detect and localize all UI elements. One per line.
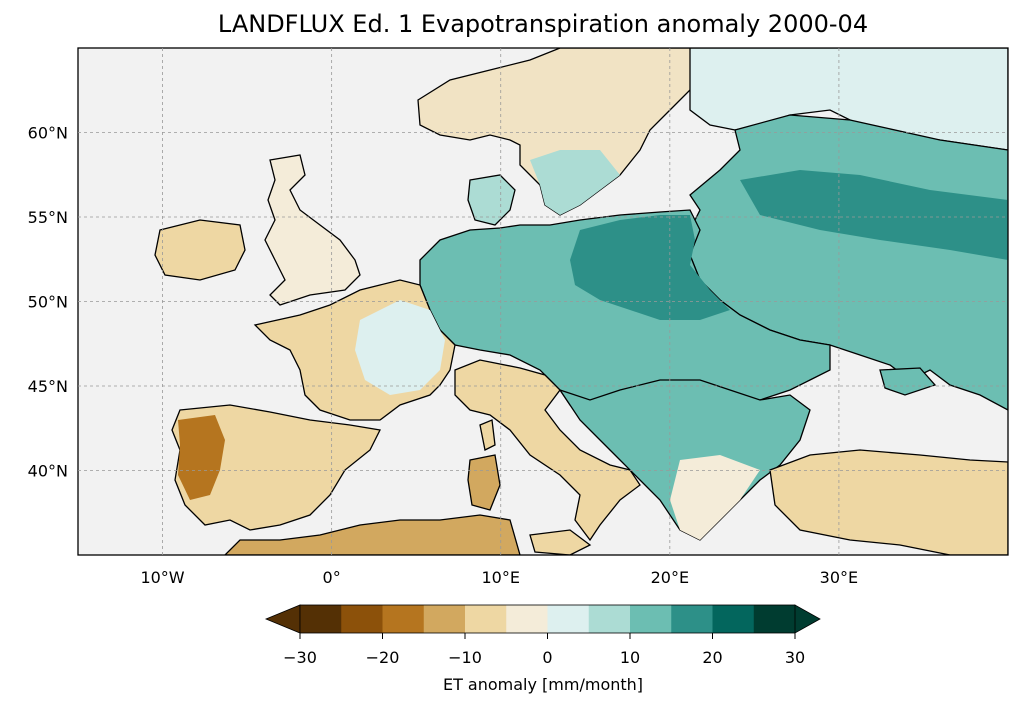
colorbar-tick-label: 10 bbox=[620, 648, 640, 667]
colorbar: −30 −20 −10 0 10 20 30 bbox=[264, 604, 821, 667]
lon-tick-label: 10°E bbox=[481, 568, 519, 587]
colorbar-tick-label: −20 bbox=[366, 648, 400, 667]
colorbar-segment bbox=[753, 605, 796, 633]
land-sweden-wet bbox=[530, 150, 620, 215]
colorbar-tick-label: 0 bbox=[542, 648, 552, 667]
map-title: LANDFLUX Ed. 1 Evapotranspiration anomal… bbox=[217, 10, 869, 38]
colorbar-tick-label: −10 bbox=[448, 648, 482, 667]
colorbar-under-triangle bbox=[264, 604, 301, 634]
lon-tick-label: 30°E bbox=[820, 568, 858, 587]
land-layer bbox=[154, 48, 1008, 555]
colorbar-segment bbox=[341, 605, 383, 633]
axis-ticks: 10°W 0° 10°E 20°E 30°E 40°N 45°N 50°N 55°N 60°N bbox=[28, 124, 858, 588]
lat-tick-label: 45°N bbox=[28, 377, 68, 396]
land-sicily bbox=[529, 529, 592, 555]
colorbar-segment bbox=[300, 605, 342, 633]
lat-tick-label: 60°N bbox=[28, 124, 68, 143]
lat-tick-label: 55°N bbox=[28, 208, 68, 227]
land-great-britain bbox=[264, 154, 361, 306]
land-north-africa bbox=[224, 514, 521, 555]
colorbar-segment bbox=[423, 605, 466, 633]
land-greece bbox=[670, 455, 760, 540]
colorbar-tick-label: 20 bbox=[702, 648, 722, 667]
colorbar-segment bbox=[588, 605, 631, 633]
colorbar-segment bbox=[547, 605, 590, 633]
colorbar-segment bbox=[671, 605, 713, 633]
colorbar-segment bbox=[506, 605, 548, 633]
land-iberia-dry bbox=[178, 415, 225, 500]
land-corsica bbox=[479, 419, 496, 451]
lon-tick-label: 20°E bbox=[651, 568, 689, 587]
land-crimea bbox=[879, 367, 937, 396]
gridlines bbox=[78, 48, 1008, 555]
colorbar-segment bbox=[382, 605, 425, 633]
land-sardinia bbox=[467, 454, 501, 511]
colorbar-tick-label: 30 bbox=[785, 648, 805, 667]
colorbar-segment bbox=[465, 605, 507, 633]
land-poland-dark bbox=[570, 215, 730, 320]
lon-tick-label: 10°W bbox=[140, 568, 184, 587]
lat-tick-label: 40°N bbox=[28, 462, 68, 481]
colorbar-segment bbox=[630, 605, 672, 633]
land-italy bbox=[454, 359, 641, 542]
land-denmark bbox=[467, 174, 516, 226]
land-iberia bbox=[171, 404, 381, 531]
land-ireland bbox=[154, 219, 246, 281]
colorbar-tick-label: −30 bbox=[283, 648, 317, 667]
land-turkey bbox=[769, 449, 1008, 555]
colorbar-label: ET anomaly [mm/month] bbox=[442, 675, 644, 694]
colorbar-segment bbox=[712, 605, 755, 633]
land-france-wet bbox=[355, 300, 445, 395]
lon-tick-label: 0° bbox=[323, 568, 341, 587]
land-ukraine-mid bbox=[740, 170, 1008, 260]
lat-tick-label: 50°N bbox=[28, 293, 68, 312]
colorbar-over-triangle bbox=[794, 604, 821, 634]
